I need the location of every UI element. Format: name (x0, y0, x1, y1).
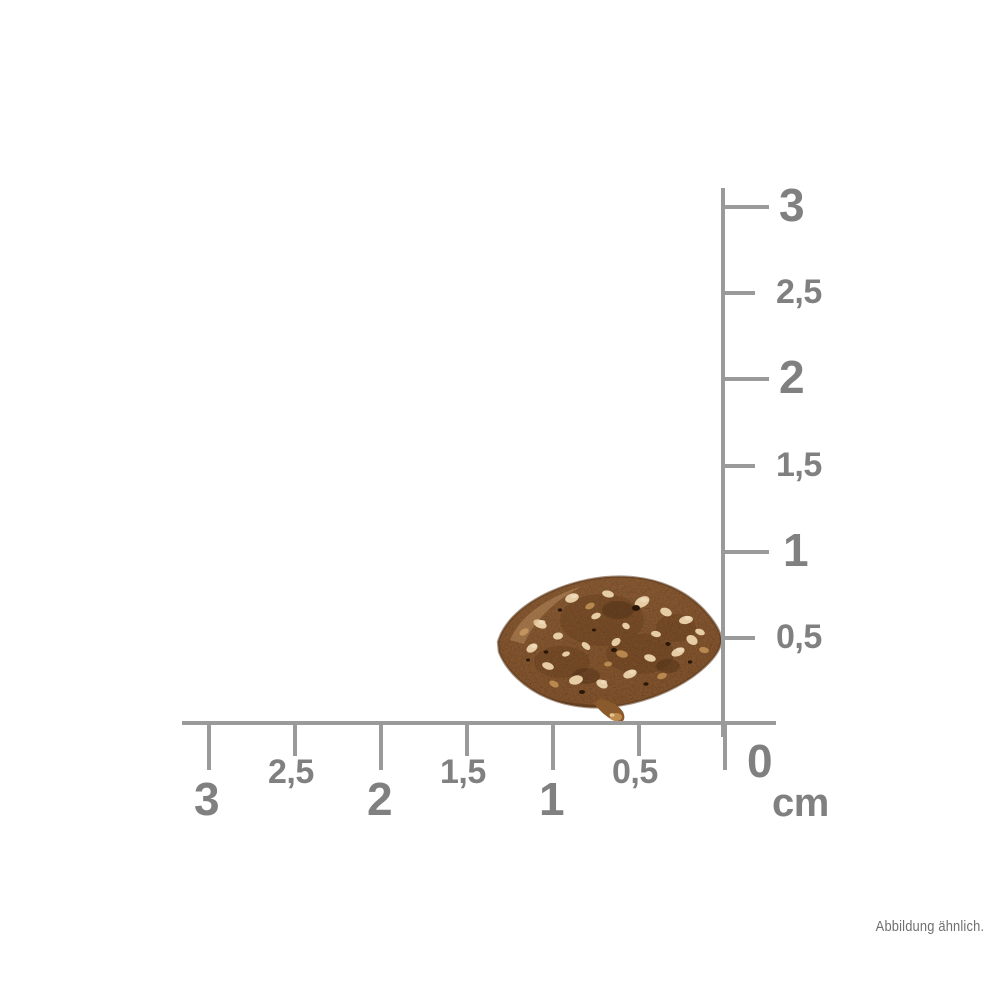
horizontal-tick-1 (551, 723, 555, 770)
vertical-tick-2 (723, 377, 769, 381)
vertical-tick-2-5 (723, 291, 755, 295)
vertical-label-2: 2 (779, 351, 805, 403)
vertical-ruler-axis (721, 188, 725, 737)
horizontal-ruler-axis (182, 721, 776, 725)
horizontal-tick-3 (207, 723, 211, 770)
kibble-image (490, 558, 728, 726)
footnote-disclaimer: Abbildung ähnlich. (875, 918, 984, 935)
horizontal-label-0: 0 (747, 735, 773, 787)
horizontal-label-0-5: 0,5 (612, 753, 658, 791)
vertical-label-0-5: 0,5 (776, 618, 822, 656)
vertical-tick-0-5 (723, 636, 755, 640)
horizontal-tick-2-5 (293, 723, 297, 756)
vertical-tick-1 (723, 550, 769, 554)
horizontal-tick-2 (379, 723, 383, 770)
vertical-tick-1-5 (723, 464, 755, 468)
horizontal-label-1: 1 (539, 773, 565, 825)
horizontal-tick-0 (723, 723, 727, 770)
horizontal-label-3: 3 (194, 773, 220, 825)
horizontal-tick-1-5 (465, 723, 469, 756)
vertical-label-3: 3 (779, 179, 805, 231)
vertical-label-1-5: 1,5 (776, 446, 822, 484)
ruler-unit-label: cm (772, 781, 829, 825)
horizontal-label-2-5: 2,5 (268, 753, 314, 791)
vertical-tick-3 (723, 205, 769, 209)
vertical-label-2-5: 2,5 (776, 273, 822, 311)
horizontal-tick-0-5 (637, 723, 641, 756)
vertical-label-1: 1 (783, 524, 809, 576)
horizontal-label-2: 2 (367, 773, 393, 825)
horizontal-label-1-5: 1,5 (440, 753, 486, 791)
